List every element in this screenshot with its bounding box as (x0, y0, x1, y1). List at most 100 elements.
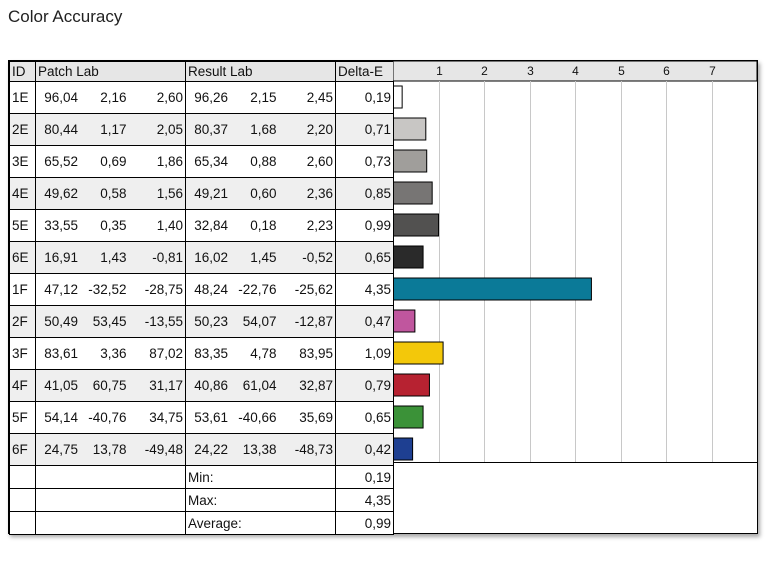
table-row: 4F 41,05 60,75 31,17 40,86 61,04 32,87 0,79 (9, 369, 394, 402)
patch-id-cell: 1E (9, 81, 36, 114)
result-lab-cell: 50,23 54,07 -12,87 (185, 305, 336, 338)
result-lab-cell: 49,21 0,60 2,36 (185, 177, 336, 210)
bar-4E (393, 181, 433, 205)
x-tick-label: 7 (709, 64, 716, 78)
a-value: 53,45 (92, 314, 127, 329)
empty-cell (35, 465, 186, 489)
a-value: 0,88 (250, 154, 277, 169)
table-row: 5E 33,55 0,35 1,40 32,84 0,18 2,23 0,99 (9, 209, 394, 242)
b-value: 32,87 (299, 378, 333, 393)
l-value: 65,34 (194, 154, 228, 169)
bar-6F (393, 437, 414, 461)
l-value: 80,37 (194, 122, 228, 137)
a-value: 1,43 (100, 250, 127, 265)
delta-e-table: ID Patch Lab Result Lab Delta-E 1E 96,04 2… (9, 61, 394, 535)
a-value: -40,66 (238, 410, 277, 425)
patch-id-cell: 2F (9, 305, 36, 338)
l-value: 24,75 (44, 442, 78, 457)
summary-label: Average: (185, 511, 336, 535)
l-value: 24,22 (194, 442, 228, 457)
table-header-row: ID Patch Lab Result Lab Delta-E (9, 61, 394, 82)
l-value: 49,21 (194, 186, 228, 201)
patch-id-cell: 1F (9, 273, 36, 306)
a-value: 54,07 (242, 314, 277, 329)
patch-lab-cell: 33,55 0,35 1,40 (35, 209, 186, 242)
l-value: 48,24 (194, 282, 228, 297)
summary-row: Min: 0,19 (9, 465, 394, 489)
bar-1F (393, 277, 592, 301)
patch-id-cell: 4E (9, 177, 36, 210)
delta-e-cell: 4,35 (335, 273, 394, 306)
empty-cell (9, 511, 36, 535)
summary-row: Average: 0,99 (9, 511, 394, 535)
patch-id-cell: 6F (9, 433, 36, 466)
bar-4F (393, 373, 430, 397)
result-lab-cell: 16,02 1,45 -0,52 (185, 241, 336, 274)
b-value: 1,40 (156, 218, 183, 233)
patch-id-cell: 4F (9, 369, 36, 402)
bar-1E (393, 85, 403, 109)
l-value: 32,84 (194, 218, 228, 233)
delta-e-cell: 0,85 (335, 177, 394, 210)
delta-e-cell: 0,65 (335, 401, 394, 434)
a-value: 13,38 (242, 442, 277, 457)
result-lab-cell: 96,26 2,15 2,45 (185, 81, 336, 114)
b-value: -0,81 (152, 250, 183, 265)
b-value: -12,87 (294, 314, 333, 329)
a-value: 60,75 (92, 378, 127, 393)
patch-id-cell: 5E (9, 209, 36, 242)
table-row: 6E 16,91 1,43 -0,81 16,02 1,45 -0,52 0,65 (9, 241, 394, 274)
b-value: 2,60 (306, 154, 333, 169)
bar-6E (393, 245, 424, 269)
bar-5F (393, 405, 424, 429)
summary-row: Max: 4,35 (9, 488, 394, 512)
b-value: -0,52 (302, 250, 333, 265)
summary-label: Max: (185, 488, 336, 512)
bar-2E (393, 117, 427, 141)
b-value: 31,17 (149, 378, 183, 393)
page-title: Color Accuracy (8, 7, 123, 26)
delta-e-cell: 0,47 (335, 305, 394, 338)
patch-id-cell: 3F (9, 337, 36, 370)
b-value: -28,75 (144, 282, 183, 297)
b-value: 34,75 (149, 410, 183, 425)
table-row: 1F 47,12 -32,52 -28,75 48,24 -22,76 -25,62 4,35 (9, 273, 394, 306)
patch-lab-cell: 47,12 -32,52 -28,75 (35, 273, 186, 306)
l-value: 50,23 (194, 314, 228, 329)
result-lab-cell: 80,37 1,68 2,20 (185, 113, 336, 146)
b-value: -49,48 (144, 442, 183, 457)
l-value: 16,02 (194, 250, 228, 265)
delta-e-cell: 0,65 (335, 241, 394, 274)
a-value: 4,78 (250, 346, 277, 361)
bar-3E (393, 149, 428, 173)
patch-lab-cell: 24,75 13,78 -49,48 (35, 433, 186, 466)
b-value: 2,60 (156, 90, 183, 105)
empty-cell (9, 465, 36, 489)
a-value: 0,35 (100, 218, 127, 233)
header-id: ID (9, 61, 36, 82)
a-value: 1,68 (250, 122, 277, 137)
b-value: 83,95 (299, 346, 333, 361)
a-value: 0,18 (250, 218, 277, 233)
l-value: 40,86 (194, 378, 228, 393)
empty-cell (35, 511, 186, 535)
patch-lab-cell: 50,49 53,45 -13,55 (35, 305, 186, 338)
header-patch-lab: Patch Lab (35, 61, 186, 82)
l-value: 54,14 (44, 410, 78, 425)
delta-e-cell: 0,71 (335, 113, 394, 146)
header-delta-e: Delta-E (335, 61, 394, 82)
l-value: 96,26 (194, 90, 228, 105)
a-value: -32,52 (88, 282, 127, 297)
result-lab-cell: 48,24 -22,76 -25,62 (185, 273, 336, 306)
l-value: 83,35 (194, 346, 228, 361)
l-value: 41,05 (44, 378, 78, 393)
result-lab-cell: 65,34 0,88 2,60 (185, 145, 336, 178)
x-tick-label: 5 (618, 64, 625, 78)
summary-value: 0,99 (335, 511, 394, 535)
header-result-lab: Result Lab (185, 61, 336, 82)
table-row: 3E 65,52 0,69 1,86 65,34 0,88 2,60 0,73 (9, 145, 394, 178)
l-value: 80,44 (44, 122, 78, 137)
result-lab-cell: 53,61 -40,66 35,69 (185, 401, 336, 434)
a-value: 13,78 (92, 442, 127, 457)
table-row: 6F 24,75 13,78 -49,48 24,22 13,38 -48,73 0,42 (9, 433, 394, 466)
